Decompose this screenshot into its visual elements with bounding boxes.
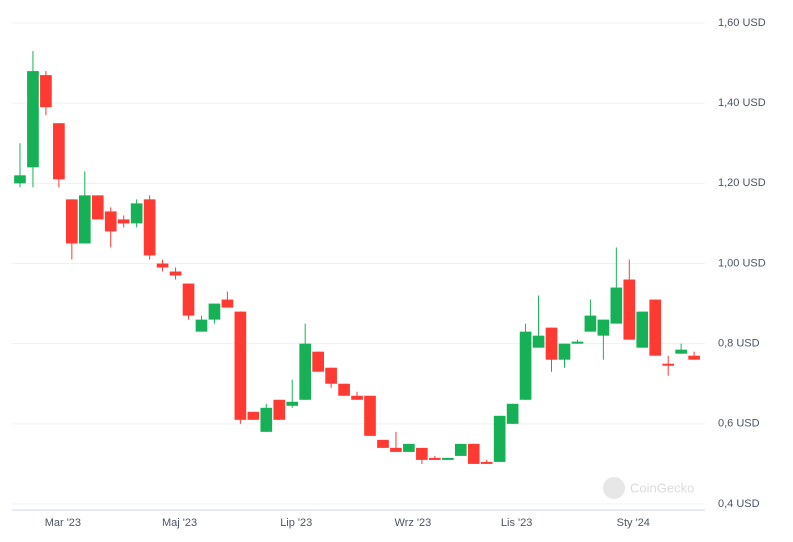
x-tick-label: Lip '23: [280, 517, 312, 529]
candle-body: [636, 311, 649, 348]
y-tick-label: 0,6 USD: [718, 418, 760, 430]
watermark: CoinGecko: [603, 477, 694, 499]
watermark-text: CoinGecko: [630, 480, 694, 495]
candle-body: [40, 75, 52, 108]
candle-body: [662, 363, 675, 366]
candle-body: [675, 349, 687, 354]
x-tick-label: Sty '24: [617, 517, 650, 529]
candle-body: [610, 287, 623, 324]
candle-body: [221, 299, 234, 308]
candle-body: [53, 123, 65, 180]
candle-body: [649, 299, 662, 356]
candle-body: [208, 303, 221, 320]
candle-body: [441, 457, 454, 460]
candle-body: [117, 219, 130, 224]
candle-body: [364, 395, 376, 436]
candle-body: [299, 343, 312, 400]
y-tick-label: 1,40 USD: [718, 97, 766, 109]
candle-body: [143, 199, 156, 256]
candle-body: [519, 331, 532, 400]
y-tick-label: 1,00 USD: [718, 257, 766, 269]
candle-body: [182, 283, 195, 316]
candle-body: [584, 315, 597, 332]
y-tick-label: 0,4 USD: [718, 498, 760, 510]
x-tick-label: Wrz '23: [395, 517, 432, 529]
candle-body: [273, 399, 286, 420]
candle-body: [104, 211, 117, 232]
y-tick-label: 1,20 USD: [718, 177, 766, 189]
x-tick-label: Lis '23: [501, 517, 532, 529]
y-tick-label: 0,8 USD: [718, 338, 760, 350]
candle-body: [416, 447, 428, 460]
candle-body: [286, 401, 299, 406]
candle-body: [325, 367, 337, 384]
candle-body: [78, 195, 91, 244]
candle-body: [597, 319, 610, 336]
candle-body: [377, 439, 389, 448]
x-tick-label: Maj '23: [162, 517, 197, 529]
candle-body: [558, 343, 571, 360]
y-tick-label: 1,60 USD: [718, 17, 766, 29]
x-tick-label: Mar '23: [45, 517, 81, 529]
watermark-logo: [603, 477, 625, 499]
candle-body: [14, 175, 26, 184]
candle-body: [493, 415, 506, 462]
candle-body: [429, 457, 441, 460]
candle-body: [390, 447, 402, 452]
candle-body: [130, 203, 143, 224]
candle-body: [467, 443, 480, 464]
candle-body: [480, 461, 493, 464]
candle-body: [27, 71, 39, 168]
candle-body: [454, 443, 467, 456]
candle-body: [260, 407, 273, 432]
candle-body: [351, 395, 363, 400]
candle-body: [571, 341, 584, 344]
candle-body: [312, 351, 324, 372]
candle-body: [338, 383, 350, 396]
candle-body: [156, 263, 169, 268]
candle-body: [169, 271, 182, 276]
candle-body: [91, 195, 104, 220]
candle-body: [688, 355, 700, 360]
candle-body: [545, 327, 558, 360]
candle-body: [532, 335, 545, 348]
candle-body: [623, 279, 636, 340]
candle-body: [195, 319, 208, 332]
candle-body: [506, 403, 519, 424]
candle-body: [234, 311, 247, 420]
candle-body: [66, 199, 78, 244]
candle-body: [403, 443, 415, 452]
candle-body: [247, 411, 260, 420]
